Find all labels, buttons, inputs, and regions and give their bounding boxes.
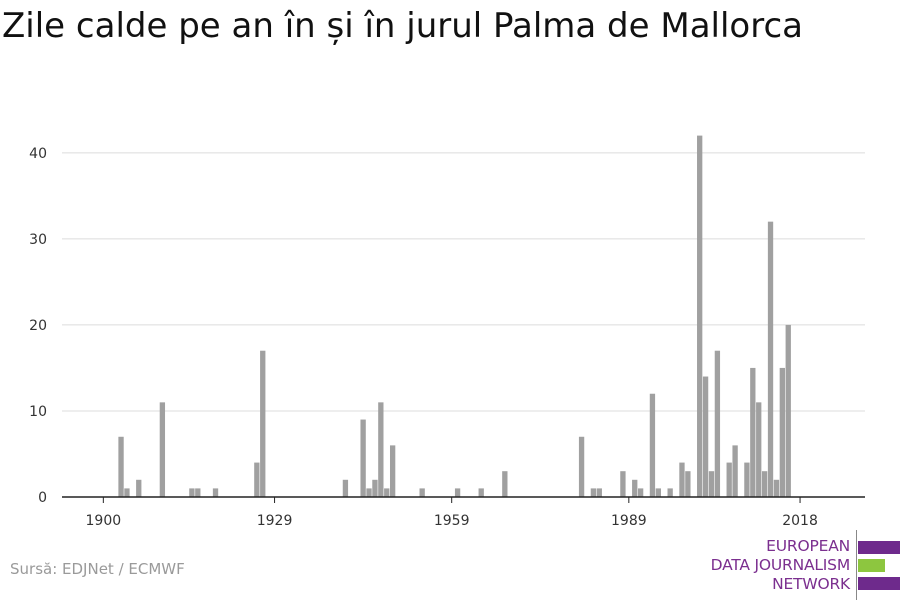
bar-2003 <box>708 471 715 497</box>
bar-1984 <box>596 488 602 497</box>
x-tick-label: 1929 <box>257 513 293 529</box>
bar-2012 <box>761 471 768 497</box>
x-tick-label: 1900 <box>86 513 122 529</box>
bar-1910 <box>159 402 166 497</box>
logo-line-3: NETWORK <box>772 575 850 593</box>
bar-1926 <box>254 462 260 497</box>
bar-1946 <box>372 479 378 497</box>
bar-1988 <box>620 471 626 497</box>
y-tick-label: 40 <box>29 146 47 162</box>
y-tick-label: 10 <box>29 404 47 420</box>
bar-1996 <box>667 488 673 497</box>
bar-2006 <box>726 462 732 497</box>
x-tick-label: 1989 <box>611 513 647 529</box>
gridlines <box>62 152 865 412</box>
bar-1994 <box>655 488 662 497</box>
bar-1964 <box>478 488 484 497</box>
bar-2001 <box>697 135 703 497</box>
bar-1991 <box>637 488 644 497</box>
bar-1904 <box>124 488 130 497</box>
bar-2002 <box>702 376 709 497</box>
bar-1968 <box>502 471 508 497</box>
bar-1960 <box>454 488 461 497</box>
bar-1990 <box>632 479 638 497</box>
bar-1927 <box>260 350 266 497</box>
bar-2015 <box>779 367 785 497</box>
logo-line-1: EUROPEAN <box>766 537 850 555</box>
bar-1915 <box>189 488 195 497</box>
logo-line-2: DATA JOURNALISM <box>710 556 851 574</box>
bar-1948 <box>384 488 390 497</box>
y-tick-label: 30 <box>29 232 47 248</box>
bar-1981 <box>578 436 585 497</box>
bar-1944 <box>360 419 366 497</box>
chart-title: Zile calde pe an în și în jurul Palma de… <box>2 6 803 46</box>
bar-1945 <box>366 488 372 497</box>
bar-2014 <box>773 479 780 497</box>
bar-chart: 0 10 20 30 40 1900 1929 1959 1989 2018 <box>29 135 865 529</box>
logo-bar-purple-bottom <box>858 577 900 590</box>
y-tick-label: 0 <box>38 490 47 506</box>
logo-bar-purple-top <box>858 541 900 554</box>
bar-1983 <box>590 488 597 497</box>
bar-1919 <box>212 488 219 497</box>
logo-bar-green <box>858 559 885 572</box>
bar-1949 <box>389 445 396 497</box>
bar-1998 <box>679 462 685 497</box>
bar-2016 <box>785 324 791 497</box>
bar-2009 <box>744 462 750 497</box>
x-tick-label: 2018 <box>782 513 818 529</box>
logo-separator <box>856 530 857 600</box>
y-tick-label: 20 <box>29 318 47 334</box>
bar-2004 <box>714 350 721 497</box>
bar-2013 <box>767 221 774 497</box>
bar-1947 <box>378 402 384 497</box>
bars <box>118 135 791 497</box>
edjnet-logo: EUROPEAN DATA JOURNALISM NETWORK <box>700 530 900 600</box>
bar-2010 <box>750 367 756 497</box>
bar-2007 <box>732 445 738 497</box>
axes: 0 10 20 30 40 1900 1929 1959 1989 2018 <box>29 146 865 529</box>
bar-1999 <box>685 471 691 497</box>
bar-1916 <box>195 488 201 497</box>
x-tick-label: 1959 <box>434 513 470 529</box>
bar-1906 <box>136 479 142 497</box>
bar-1903 <box>118 436 124 497</box>
bar-2011 <box>756 402 762 497</box>
source-note: Sursă: EDJNet / ECMWF <box>10 560 185 578</box>
bar-1941 <box>342 479 349 497</box>
bar-1954 <box>419 488 425 497</box>
bar-1993 <box>649 393 656 497</box>
